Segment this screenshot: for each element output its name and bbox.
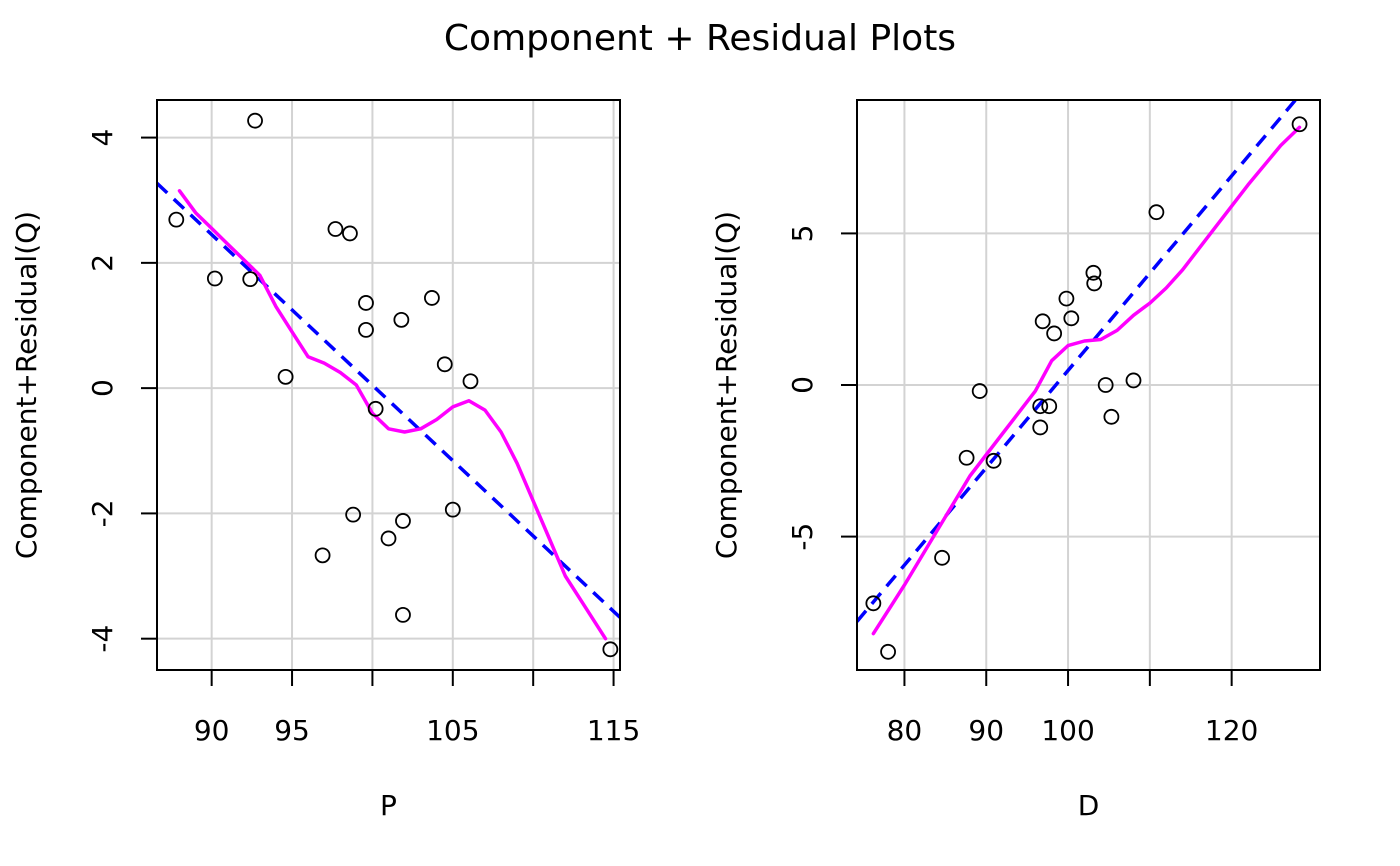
data-point bbox=[367, 400, 384, 417]
y-tick-label: 0 bbox=[86, 379, 119, 397]
fit-line bbox=[857, 100, 1297, 623]
panel-d: 80 90 100 120 -5 0 5 D Component+Residual(Q) bbox=[710, 99, 1321, 822]
y-tick-label: 4 bbox=[86, 129, 119, 147]
data-point bbox=[424, 290, 440, 306]
data-point bbox=[1032, 419, 1049, 436]
y-axis-label: Component+Residual(Q) bbox=[10, 211, 43, 559]
data-point bbox=[1032, 398, 1049, 415]
x-axis-label: D bbox=[1078, 789, 1100, 822]
data-point bbox=[462, 373, 479, 390]
data-point bbox=[971, 383, 988, 399]
data-point bbox=[345, 506, 362, 523]
data-point bbox=[380, 530, 397, 547]
data-point bbox=[358, 321, 374, 338]
data-point bbox=[1046, 325, 1063, 342]
x-tick-label: 105 bbox=[426, 714, 479, 747]
x-tick-label: 120 bbox=[1205, 714, 1258, 747]
y-tick-label: 5 bbox=[786, 224, 819, 242]
data-point bbox=[1291, 116, 1308, 133]
figure-title: Component + Residual Plots bbox=[444, 18, 956, 59]
data-point bbox=[1041, 398, 1058, 415]
x-tick-label: 90 bbox=[968, 714, 1004, 747]
data-point bbox=[1148, 204, 1165, 221]
data-point bbox=[358, 295, 374, 311]
y-tick-label: -5 bbox=[786, 523, 819, 551]
x-axis-label: P bbox=[380, 789, 397, 822]
data-point bbox=[1058, 290, 1075, 307]
data-point bbox=[342, 225, 358, 242]
x-tick-label: 95 bbox=[274, 714, 310, 747]
data-point bbox=[865, 595, 882, 612]
data-point bbox=[1103, 408, 1120, 425]
data-point bbox=[958, 449, 975, 466]
data-point bbox=[444, 501, 461, 518]
data-point bbox=[395, 513, 411, 529]
data-point bbox=[1086, 275, 1103, 292]
data-point bbox=[1085, 264, 1102, 281]
data-point bbox=[934, 549, 950, 566]
data-point bbox=[242, 271, 259, 288]
data-point bbox=[314, 547, 331, 564]
y-tick-label: -4 bbox=[86, 625, 119, 653]
y-tick-label: -2 bbox=[86, 499, 119, 527]
data-point bbox=[168, 211, 185, 228]
data-point bbox=[395, 606, 411, 623]
data-point bbox=[277, 368, 294, 385]
x-tick-label: 115 bbox=[587, 714, 640, 747]
plot-frame bbox=[156, 99, 621, 671]
y-axis-label: Component+Residual(Q) bbox=[710, 211, 743, 559]
data-point bbox=[1063, 310, 1080, 327]
data-point bbox=[393, 311, 410, 328]
data-point bbox=[327, 221, 344, 237]
fit-line bbox=[157, 182, 620, 619]
x-tick-label: 80 bbox=[887, 714, 923, 747]
data-point bbox=[1097, 377, 1114, 393]
y-tick-label: 2 bbox=[86, 254, 119, 272]
data-point bbox=[1034, 313, 1051, 330]
data-point bbox=[985, 452, 1002, 469]
data-point bbox=[206, 270, 223, 287]
data-point bbox=[602, 641, 619, 658]
data-point bbox=[247, 112, 263, 129]
panel-p: 90 95 105 115 -4 -2 0 2 4 P Component+Residual(Q) bbox=[10, 99, 640, 822]
data-point bbox=[436, 356, 453, 373]
data-point bbox=[880, 643, 896, 660]
x-tick-label: 100 bbox=[1041, 714, 1094, 747]
smooth-line bbox=[871, 125, 1302, 636]
y-tick-label: 0 bbox=[786, 376, 819, 394]
smooth-line bbox=[177, 189, 608, 641]
data-point bbox=[1125, 372, 1142, 389]
x-tick-label: 90 bbox=[194, 714, 230, 747]
